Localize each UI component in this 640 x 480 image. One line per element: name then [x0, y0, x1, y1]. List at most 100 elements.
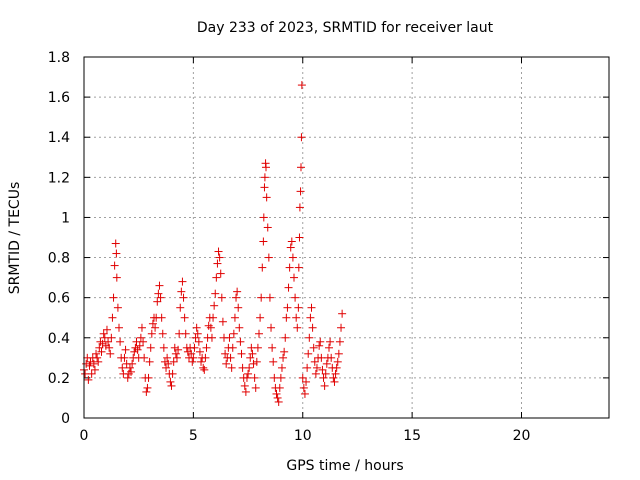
- data-point: [338, 309, 347, 318]
- data-point: [212, 273, 221, 282]
- data-point: [209, 313, 218, 322]
- y-tick-label: 0.2: [48, 371, 70, 387]
- x-tick-label: 15: [403, 428, 421, 444]
- data-point: [98, 339, 107, 348]
- data-point: [210, 301, 219, 310]
- data-point: [120, 353, 129, 362]
- data-point: [101, 341, 110, 350]
- grid: [84, 57, 609, 418]
- data-point: [145, 357, 154, 366]
- data-point: [140, 353, 149, 362]
- y-tick-label: 0: [61, 411, 70, 427]
- data-point: [237, 349, 246, 358]
- data-point: [331, 369, 340, 378]
- data-point: [110, 261, 119, 270]
- data-point: [164, 359, 173, 368]
- data-point: [305, 333, 314, 342]
- data-point: [263, 223, 272, 232]
- y-tick-label: 1.4: [48, 130, 70, 146]
- data-point: [136, 333, 145, 342]
- data-point: [199, 363, 208, 372]
- data-point: [294, 263, 303, 272]
- data-point: [299, 383, 308, 392]
- data-point: [284, 283, 293, 292]
- data-point: [188, 357, 197, 366]
- data-point: [93, 353, 102, 362]
- x-tick-label: 0: [80, 428, 89, 444]
- data-point: [89, 359, 98, 368]
- data-point: [229, 329, 238, 338]
- data-point: [169, 357, 178, 366]
- data-point: [154, 289, 163, 298]
- data-point: [123, 373, 132, 382]
- data-point: [201, 353, 210, 362]
- y-tick-label: 0.6: [48, 291, 70, 307]
- data-point: [128, 359, 137, 368]
- data-point: [319, 373, 328, 382]
- data-point: [321, 369, 330, 378]
- data-point: [148, 319, 157, 328]
- data-point: [108, 313, 117, 322]
- data-point: [236, 337, 245, 346]
- data-point: [217, 293, 226, 302]
- data-point: [202, 343, 211, 352]
- data-point: [225, 333, 234, 342]
- data-point: [162, 363, 171, 372]
- x-tick-label: 20: [513, 428, 531, 444]
- data-point: [233, 287, 242, 296]
- data-point: [259, 237, 268, 246]
- data-point: [260, 183, 269, 192]
- data-point: [234, 303, 243, 312]
- data-point: [218, 317, 227, 326]
- data-point: [227, 363, 236, 372]
- y-tick-label: 1.8: [48, 50, 70, 66]
- data-point: [118, 363, 127, 372]
- data-point: [277, 363, 286, 372]
- data-point: [181, 329, 190, 338]
- data-point: [295, 203, 304, 212]
- data-point: [130, 347, 139, 356]
- data-point: [249, 359, 258, 368]
- data-point: [304, 349, 313, 358]
- data-point: [172, 353, 181, 362]
- data-point: [113, 303, 122, 312]
- data-point: [274, 397, 283, 406]
- plot-frame: [83, 56, 610, 419]
- data-point: [102, 325, 111, 334]
- data-point: [153, 297, 162, 306]
- data-point: [157, 313, 166, 322]
- chart-title: Day 233 of 2023, SRMTID for receiver lau…: [197, 20, 494, 36]
- data-point: [318, 365, 327, 374]
- data-point: [207, 333, 216, 342]
- data-point: [178, 277, 187, 286]
- data-point: [281, 333, 290, 342]
- data-point: [259, 213, 268, 222]
- data-point: [292, 313, 301, 322]
- data-point: [282, 313, 291, 322]
- data-point: [92, 349, 101, 358]
- data-point: [312, 363, 321, 372]
- data-point: [297, 81, 306, 90]
- data-point: [87, 369, 96, 378]
- data-point: [104, 337, 113, 346]
- data-point: [177, 287, 186, 296]
- data-point: [187, 349, 196, 358]
- data-point: [171, 349, 180, 358]
- data-point: [168, 369, 177, 378]
- data-point: [183, 347, 192, 356]
- data-point: [222, 359, 231, 368]
- data-point: [267, 323, 276, 332]
- data-point: [221, 349, 230, 358]
- data-point: [329, 373, 338, 382]
- data-point: [300, 389, 309, 398]
- data-point: [135, 341, 144, 350]
- data-point: [252, 357, 261, 366]
- data-point: [195, 347, 204, 356]
- data-point: [241, 387, 250, 396]
- data-point: [204, 321, 213, 330]
- data-point: [160, 357, 169, 366]
- data-point: [214, 247, 223, 256]
- data-point: [191, 333, 200, 342]
- data-point: [99, 329, 108, 338]
- data-point: [290, 273, 298, 282]
